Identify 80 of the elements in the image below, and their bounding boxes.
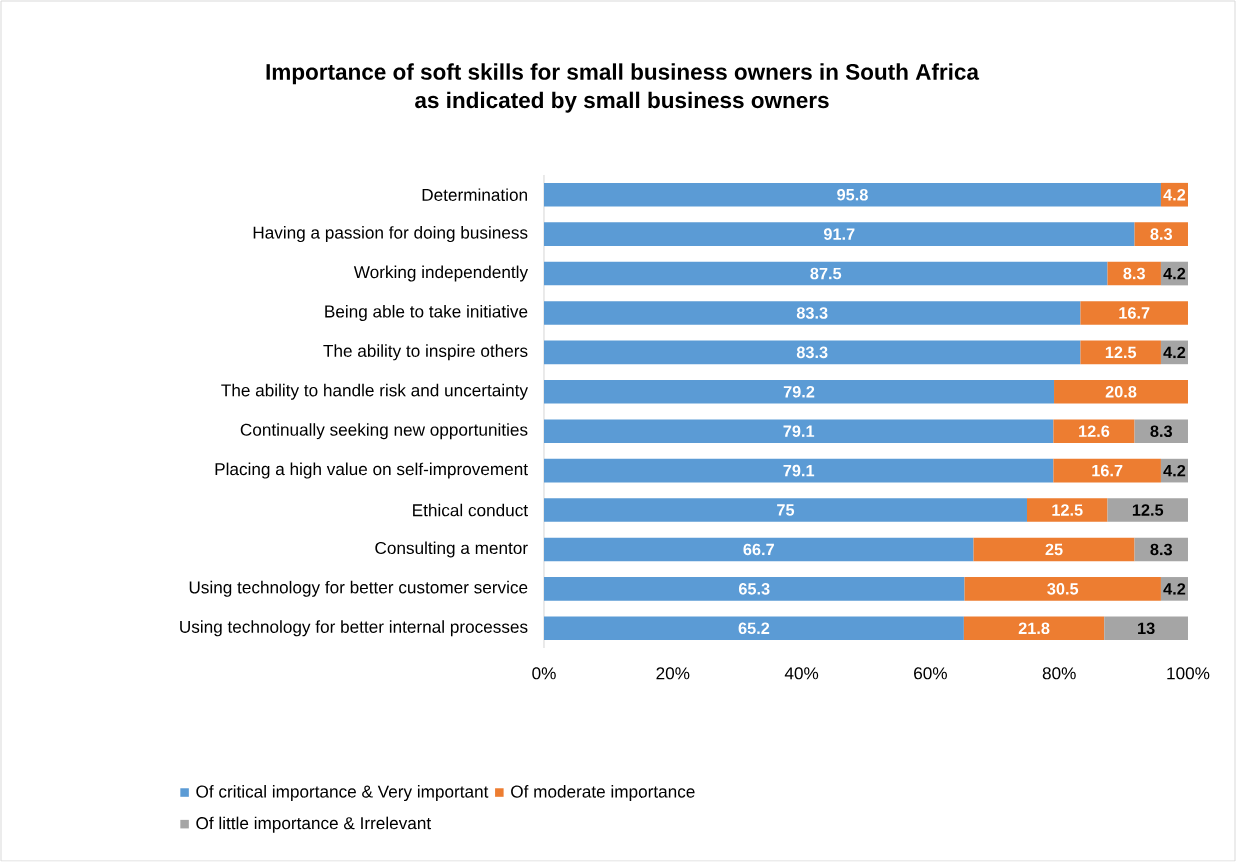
x-tick-label: 60% [914, 667, 947, 680]
data-label: 79.2 [783, 386, 815, 398]
data-label: 75 [777, 504, 795, 516]
data-label: 4.2 [1163, 189, 1186, 201]
y-tick-label: Using technology for better internal processes [180, 620, 528, 637]
bar [544, 458, 1054, 483]
chart-title: Importance of soft skills for small business owners in South Africa as indicated by small business owners [266, 63, 980, 113]
y-tick-label: Working independently [353, 265, 529, 282]
bar [1134, 419, 1188, 444]
data-label: 21.8 [1018, 622, 1050, 635]
y-tick-label: Ethical conduct [413, 503, 528, 517]
bar [544, 537, 974, 562]
legend-label: Of little importance & Irrelevant [196, 816, 432, 833]
data-label: 12.6 [1079, 425, 1110, 437]
y-tick-label: Having a passion for doing business [253, 226, 528, 243]
data-label: 91.7 [823, 228, 855, 240]
bar [1107, 498, 1188, 522]
data-label: 20.8 [1105, 386, 1137, 398]
bar [544, 419, 1054, 444]
data-label: 79.1 [783, 425, 815, 437]
bar [544, 222, 1135, 246]
data-label: 83.3 [796, 346, 828, 359]
data-label: 12.5 [1052, 504, 1083, 516]
data-label: 65.3 [738, 583, 770, 595]
x-tick-label: 100% [1167, 667, 1210, 680]
data-label: 4.2 [1163, 267, 1186, 280]
data-label: 4.2 [1163, 346, 1186, 359]
bar [1054, 379, 1188, 404]
bar [963, 616, 1105, 641]
y-tick-label: The ability to inspire others [323, 344, 528, 361]
bar [544, 616, 964, 641]
bar [1080, 301, 1188, 325]
legend-label: Of moderate importance [511, 785, 695, 802]
data-label: 95.8 [837, 188, 868, 201]
y-tick-label: Placing a high value on self-improvement [215, 462, 528, 479]
bar [1026, 498, 1108, 522]
data-label: 16.7 [1092, 464, 1123, 477]
data-label: 4.2 [1163, 464, 1186, 477]
data-label: 8.3 [1123, 267, 1145, 280]
y-tick-label: Determination [422, 188, 527, 201]
legend-label: Of critical importance & Very important [196, 785, 489, 802]
data-label: 12.5 [1132, 504, 1164, 516]
bar [1104, 616, 1188, 641]
data-label: 8.3 [1150, 543, 1173, 556]
bar [1080, 340, 1161, 365]
bar [544, 301, 1081, 325]
y-tick-label: The ability to handle risk and uncertainty [221, 383, 528, 400]
data-label: 12.5 [1105, 346, 1137, 359]
bar [544, 379, 1055, 404]
y-tick-label: Being able to take initiative [325, 304, 528, 321]
y-tick-label: Consulting a mentor [375, 541, 528, 558]
bar [544, 577, 965, 601]
data-label: 30.5 [1047, 583, 1079, 595]
data-label: 25 [1045, 543, 1063, 556]
x-tick-label: 40% [784, 667, 819, 680]
data-label: 87.5 [810, 267, 842, 280]
data-label: 16.7 [1119, 307, 1150, 319]
x-tick-label: 0% [532, 667, 556, 680]
bar [1053, 419, 1135, 444]
bar [1107, 261, 1161, 286]
data-label: 4.2 [1163, 583, 1186, 595]
bar [1134, 222, 1188, 246]
data-label: 65.2 [738, 622, 770, 635]
y-tick-label: Continually seeking new opportunities [240, 423, 528, 440]
bar [544, 340, 1081, 365]
data-label: 83.3 [796, 307, 828, 319]
data-label: 8.3 [1150, 228, 1173, 240]
bar [973, 537, 1135, 562]
data-label: 79.1 [783, 464, 815, 477]
data-label: 8.3 [1150, 425, 1173, 437]
bar [544, 261, 1108, 286]
data-label: 66.7 [743, 543, 774, 556]
bar [1053, 458, 1161, 483]
bar [964, 577, 1161, 601]
y-tick-label: Using technology for better customer service [189, 580, 528, 597]
bar [544, 182, 1161, 207]
bar [544, 498, 1027, 522]
x-tick-label: 80% [1042, 667, 1076, 680]
x-tick-label: 20% [656, 667, 690, 680]
data-label: 13 [1138, 622, 1155, 635]
